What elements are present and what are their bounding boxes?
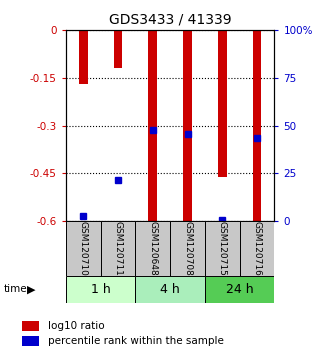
Bar bbox=[66, 276, 135, 303]
Bar bbox=[135, 276, 205, 303]
Text: GSM120710: GSM120710 bbox=[79, 221, 88, 276]
Bar bbox=[240, 221, 274, 276]
Text: GSM120711: GSM120711 bbox=[113, 221, 123, 276]
Text: time: time bbox=[3, 284, 27, 295]
Text: 1 h: 1 h bbox=[91, 283, 110, 296]
Bar bbox=[170, 221, 205, 276]
Bar bbox=[218, 30, 227, 177]
Bar bbox=[66, 221, 100, 276]
Text: 24 h: 24 h bbox=[226, 283, 254, 296]
Bar bbox=[100, 221, 135, 276]
Bar bbox=[205, 221, 240, 276]
Bar bbox=[22, 336, 39, 346]
Text: GSM120648: GSM120648 bbox=[148, 221, 157, 276]
Bar bbox=[148, 30, 157, 221]
Text: 4 h: 4 h bbox=[160, 283, 180, 296]
Bar bbox=[79, 30, 88, 84]
Text: ▶: ▶ bbox=[27, 284, 35, 295]
Bar bbox=[253, 30, 261, 221]
Bar bbox=[205, 276, 274, 303]
Bar bbox=[22, 321, 39, 331]
Text: log10 ratio: log10 ratio bbox=[48, 321, 104, 331]
Bar bbox=[183, 30, 192, 221]
Title: GDS3433 / 41339: GDS3433 / 41339 bbox=[109, 12, 231, 26]
Bar bbox=[114, 30, 122, 68]
Bar bbox=[135, 221, 170, 276]
Text: GSM120715: GSM120715 bbox=[218, 221, 227, 276]
Text: GSM120716: GSM120716 bbox=[253, 221, 262, 276]
Text: GSM120708: GSM120708 bbox=[183, 221, 192, 276]
Text: percentile rank within the sample: percentile rank within the sample bbox=[48, 336, 224, 346]
